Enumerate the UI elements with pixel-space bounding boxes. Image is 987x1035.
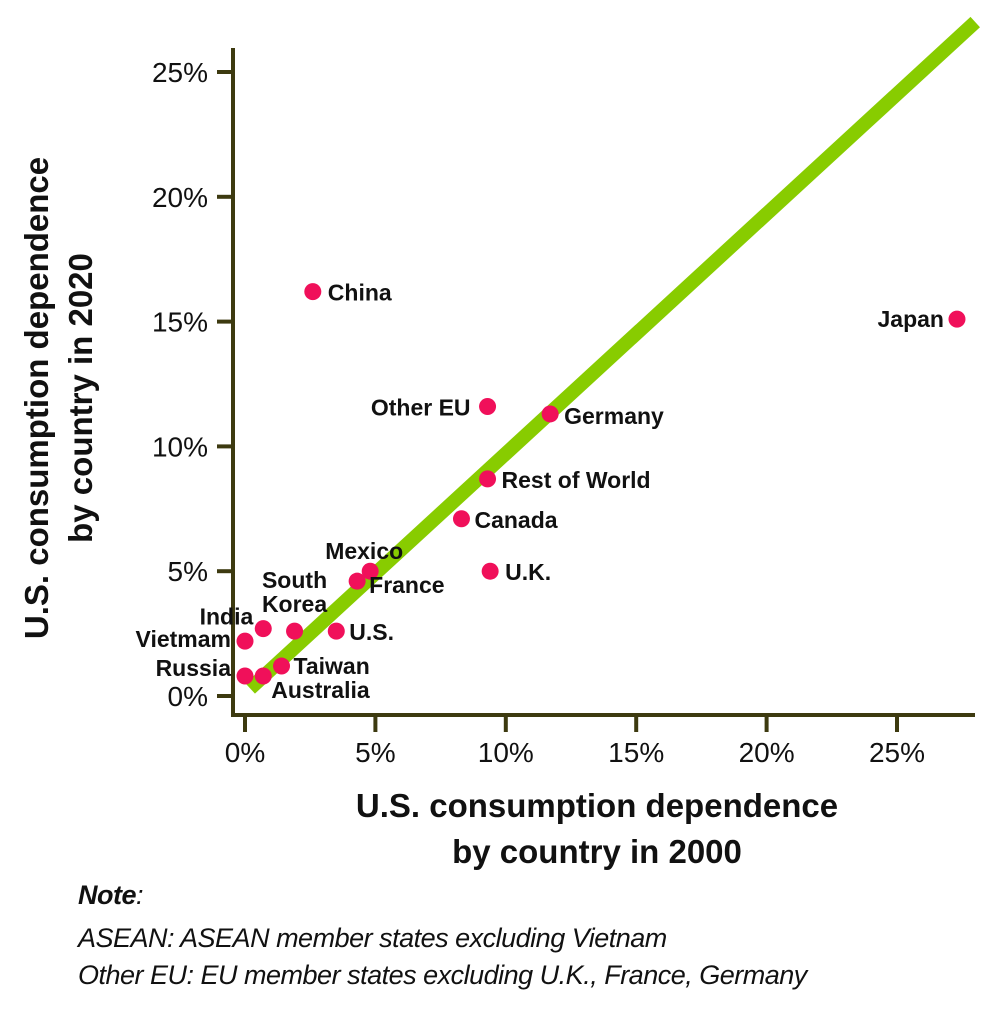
point-label-other-eu: Other EU <box>371 394 471 420</box>
scatter-chart: 0% 5% 10% 15% 20% 25% 0% 5% 10% 15% 20% 25% China Ja… <box>18 16 980 870</box>
point-label-germany: Germany <box>564 403 664 429</box>
point-label-south-korea: South Korea <box>262 567 327 617</box>
x-tick-label: 20% <box>739 737 795 768</box>
y-tick-label: 20% <box>152 182 208 213</box>
point-australia <box>254 667 272 685</box>
point-canada <box>452 510 470 528</box>
point-label-france: France <box>369 572 444 598</box>
point-u-s <box>327 622 345 640</box>
axes: 0% 5% 10% 15% 20% 25% 0% 5% 10% 15% 20% 25% <box>152 48 975 768</box>
point-label-vietmam: Vietmam <box>136 626 231 652</box>
x-tick-label: 15% <box>608 737 664 768</box>
x-tick-label: 10% <box>478 737 534 768</box>
x-axis-title-line1: U.S. consumption dependence <box>356 787 838 824</box>
point-label-china: China <box>328 280 392 306</box>
point-label-u-k: U.K. <box>505 559 551 585</box>
x-tick-label: 0% <box>225 737 265 768</box>
point-label-india: India <box>200 604 254 630</box>
point-japan <box>948 310 966 328</box>
y-tick-label: 10% <box>152 431 208 462</box>
x-axis-title-line2: by country in 2000 <box>452 833 742 870</box>
point-mexico <box>361 562 379 580</box>
point-label-canada: Canada <box>474 507 557 533</box>
point-india <box>254 620 272 638</box>
point-france <box>348 572 366 590</box>
y-tick-label: 25% <box>152 57 208 88</box>
point-rest-of-world <box>479 470 497 488</box>
point-label-japan: Japan <box>877 306 943 332</box>
y-tick-label: 0% <box>168 681 208 712</box>
point-china <box>304 283 322 301</box>
point-label-rest-of-world: Rest of World <box>502 467 651 493</box>
point-other-eu <box>479 397 497 415</box>
x-tick-label: 25% <box>869 737 925 768</box>
point-label-australia: Australia <box>271 677 370 703</box>
y-tick-label: 5% <box>168 556 208 587</box>
y-axis-title-line2: by country in 2020 <box>62 253 99 543</box>
point-taiwan <box>273 657 291 675</box>
note-line-asean: ASEAN: ASEAN member states excluding Vie… <box>78 923 667 953</box>
point-label-taiwan: Taiwan <box>294 653 370 679</box>
point-south-korea <box>286 622 304 640</box>
point-label-u-s: U.S. <box>349 619 394 645</box>
point-vietmam <box>236 632 254 650</box>
point-u-k <box>481 562 499 580</box>
note-line-other-eu: Other EU: EU member states excluding U.K… <box>78 960 807 990</box>
note-title: Note: <box>78 880 144 910</box>
point-label-mexico: Mexico <box>325 538 403 564</box>
point-germany <box>541 405 559 423</box>
x-tick-label: 5% <box>355 737 395 768</box>
points-group: China Japan Other EU Germany Rest of World Ca… <box>136 280 966 703</box>
y-axis-title-line1: U.S. consumption dependence <box>18 157 55 639</box>
point-russia <box>236 667 254 685</box>
point-label-russia: Russia <box>156 655 232 681</box>
y-tick-label: 15% <box>152 307 208 338</box>
